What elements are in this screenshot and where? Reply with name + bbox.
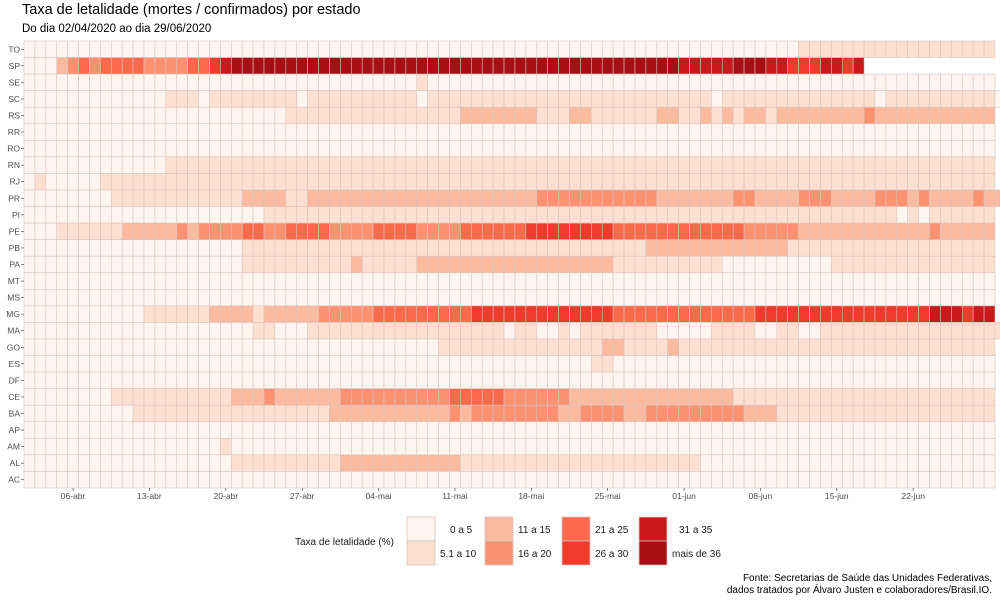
y-tick-label: RN: [8, 160, 20, 170]
source-caption: Fonte: Secretarias de Saúde das Unidades…: [727, 573, 992, 597]
y-tick-label: PB: [9, 243, 21, 253]
heatmap-row-to: [23, 40, 996, 58]
heatmap-row-pa: [23, 255, 996, 274]
legend-label: 21 a 25: [595, 525, 629, 536]
heatmap-row-go: [23, 338, 996, 356]
legend-label: 5.1 a 10: [440, 549, 477, 560]
legend-label: 0 a 5: [450, 525, 473, 536]
y-tick-label: MS: [7, 293, 20, 303]
heatmap-row-rj: [23, 173, 996, 191]
y-tick-label: PA: [9, 260, 20, 270]
legend-swatch: [484, 540, 514, 566]
legend-label: 11 a 15: [518, 525, 551, 536]
y-tick-label: SP: [9, 61, 21, 71]
chart-title: Taxa de letalidade (mortes / confirmados…: [22, 2, 361, 18]
y-tick-label: PR: [8, 193, 20, 203]
y-tick-label: SE: [9, 77, 21, 87]
heatmap-row-pi: [23, 206, 996, 224]
heatmap-row-mt: [23, 272, 996, 290]
heatmap-row-rs: [23, 106, 996, 125]
heatmap-row-ro: [23, 140, 996, 158]
heatmap-row-rn: [23, 156, 996, 174]
heatmap-row-ma: [23, 322, 1000, 340]
caption-line-2: dados tratados por Álvaro Justen e colab…: [726, 585, 992, 596]
legend-label: 31 a 35: [679, 525, 713, 536]
heatmap-row-pr: [23, 189, 1000, 207]
legend-swatch: [406, 516, 436, 542]
heatmap-row-rr: [23, 123, 996, 141]
heatmap-row-es: [23, 355, 996, 373]
legend-swatch: [561, 540, 591, 566]
heatmap-row-pe: [23, 222, 996, 240]
heatmap-row-sc: [23, 90, 1000, 108]
heatmap-row-df: [23, 371, 996, 389]
legend-label: 26 a 30: [595, 549, 629, 560]
heatmap-row-mg: [23, 305, 996, 323]
legend-swatch: [561, 516, 591, 542]
y-tick-label: ES: [9, 359, 21, 369]
heatmap-cell: [994, 322, 1000, 340]
y-tick-label: GO: [7, 342, 21, 352]
y-tick-label: RO: [7, 144, 20, 154]
y-tick-label: MG: [6, 309, 20, 319]
y-tick-label: RJ: [10, 177, 20, 187]
y-tick-label: SC: [8, 94, 20, 104]
legend-title: Taxa de letalidade (%): [295, 537, 394, 548]
legend-label: 16 a 20: [518, 549, 552, 560]
chart-subtitle: Do dia 02/04/2020 ao dia 29/06/2020: [22, 23, 212, 35]
y-tick-label: MA: [7, 326, 20, 336]
heatmap-cell: [994, 90, 1000, 108]
caption-line-1: Fonte: Secretarias de Saúde das Unidades…: [742, 573, 992, 584]
legend-swatch: [406, 540, 436, 566]
y-tick-label: MT: [8, 276, 20, 286]
y-tick-label: TO: [8, 44, 20, 54]
heatmap-row-se: [23, 73, 996, 91]
legend-swatch: [638, 540, 668, 566]
y-tick-label: PE: [9, 226, 21, 236]
heatmap-chart: TO SP SE SC RS RR RO RN RJ PR PI PE PB PA MT MS MG MA GO ES…: [6, 40, 1000, 501]
y-tick-label: RR: [8, 127, 20, 137]
legend-swatch: [484, 516, 514, 542]
heatmap-cell: [983, 40, 996, 58]
heatmap-cell: [994, 189, 1000, 207]
heatmap-row-pb: [23, 239, 996, 257]
y-tick-label: RS: [8, 111, 20, 121]
legend-swatch: [638, 516, 668, 542]
heatmap-row-ms: [23, 289, 996, 307]
legend-label: mais de 36: [672, 549, 721, 560]
y-tick-label: PI: [12, 210, 20, 220]
